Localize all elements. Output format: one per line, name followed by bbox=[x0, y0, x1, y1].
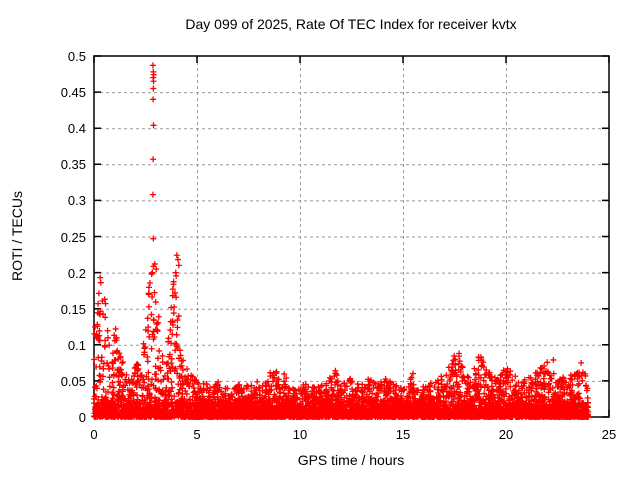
x-tick-label: 15 bbox=[395, 427, 411, 442]
y-tick-label: 0.25 bbox=[60, 229, 86, 245]
y-tick-label: 0 bbox=[78, 410, 86, 425]
y-tick-label: 0.2 bbox=[67, 265, 86, 281]
x-tick-label: 20 bbox=[498, 427, 514, 442]
x-tick-label: 25 bbox=[601, 427, 617, 442]
y-tick-label: 0.05 bbox=[60, 373, 86, 389]
y-tick-label: 0.5 bbox=[67, 49, 86, 64]
y-tick-label: 0.15 bbox=[60, 301, 86, 317]
x-tick-label: 0 bbox=[90, 427, 98, 442]
x-tick-label: 5 bbox=[193, 427, 201, 442]
y-tick-label: 0.4 bbox=[67, 121, 86, 137]
y-tick-label: 0.45 bbox=[60, 85, 86, 101]
x-axis-label: GPS time / hours bbox=[297, 452, 405, 468]
y-tick-label: 0.3 bbox=[67, 193, 86, 209]
chart-title: Day 099 of 2025, Rate Of TEC Index for r… bbox=[185, 16, 517, 32]
y-axis-label: ROTI / TECUs bbox=[9, 191, 25, 281]
x-tick-label: 10 bbox=[292, 427, 308, 442]
y-tick-label: 0.35 bbox=[60, 157, 86, 173]
y-tick-label: 0.1 bbox=[67, 337, 86, 353]
